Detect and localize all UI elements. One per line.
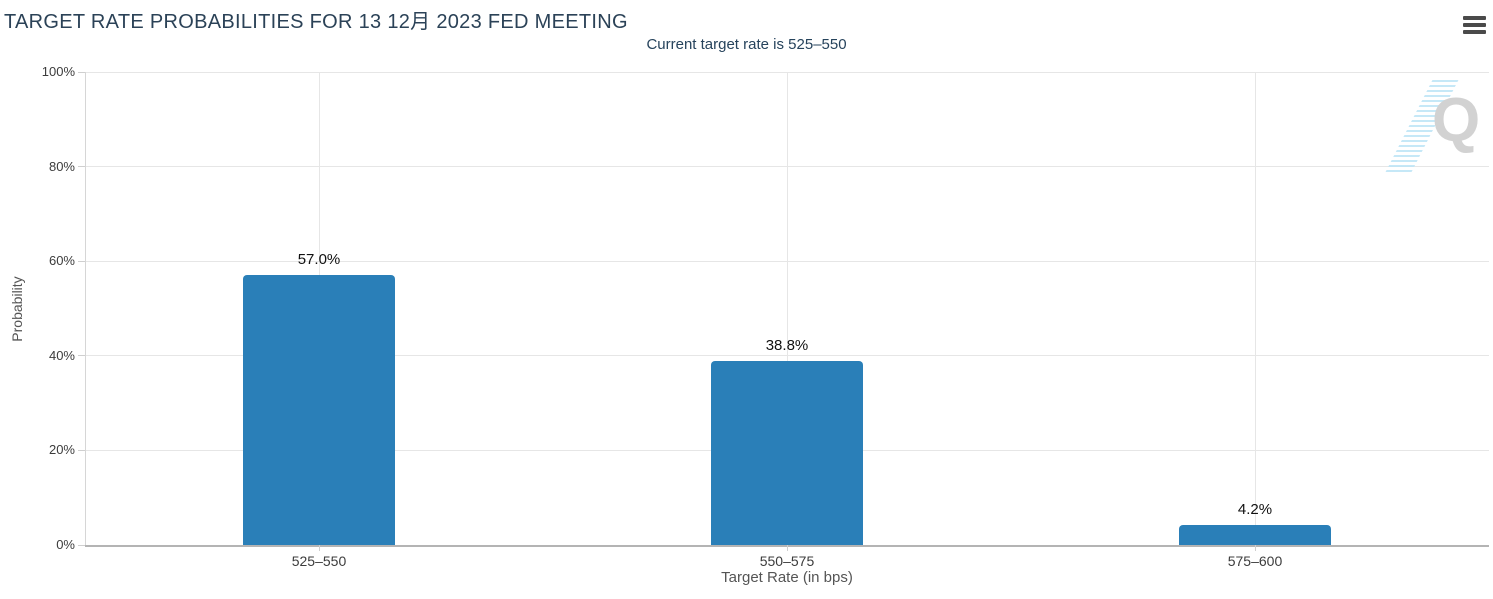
x-axis-title: Target Rate (in bps): [721, 569, 853, 586]
quandl-logo-watermark: Q: [1385, 76, 1491, 176]
hamburger-menu-icon: [1463, 16, 1486, 20]
y-axis-tick: [78, 260, 85, 262]
y-tick-label: 60%: [48, 253, 75, 269]
chart-context-menu-button[interactable]: [1463, 16, 1486, 36]
y-tick-label: 100%: [41, 64, 75, 79]
hamburger-menu-icon: [1463, 23, 1486, 27]
x-axis-tick: [1254, 545, 1256, 551]
y-axis-tick: [78, 355, 85, 357]
x-tick-label: 575–600: [1227, 553, 1283, 569]
y-axis-tick: [78, 166, 85, 168]
q-letter-icon: Q: [1432, 86, 1481, 155]
chart-subtitle: Current target rate is 525–550: [646, 36, 847, 53]
bar-575–600[interactable]: [1179, 525, 1331, 545]
y-tick-label: 0%: [56, 537, 75, 552]
x-tick-label: 550–575: [759, 553, 815, 569]
hamburger-menu-icon: [1463, 30, 1486, 34]
y-tick-label: 40%: [48, 347, 75, 363]
bar-value-label: 38.8%: [765, 337, 809, 355]
y-axis-tick: [78, 544, 85, 546]
x-axis-tick: [318, 545, 320, 551]
y-axis-tick: [78, 449, 85, 451]
x-gridline: [1254, 72, 1256, 545]
bar-value-label: 4.2%: [1237, 501, 1273, 519]
bar-525–550[interactable]: [243, 275, 395, 545]
x-axis-tick: [786, 545, 788, 551]
y-tick-label: 20%: [48, 442, 75, 458]
chart-title: TARGET RATE PROBABILITIES FOR 13 12月 202…: [4, 11, 628, 33]
x-tick-label: 525–550: [291, 553, 347, 569]
y-axis-title: Probability: [9, 276, 25, 342]
y-axis-line: [85, 72, 86, 545]
bar-value-label: 57.0%: [297, 251, 341, 269]
bar-550–575[interactable]: [711, 361, 863, 545]
sparkline-stripes-icon: [1385, 80, 1459, 172]
y-tick-label: 80%: [48, 158, 75, 174]
y-axis-tick: [78, 71, 85, 73]
x-gridline: [786, 72, 788, 545]
